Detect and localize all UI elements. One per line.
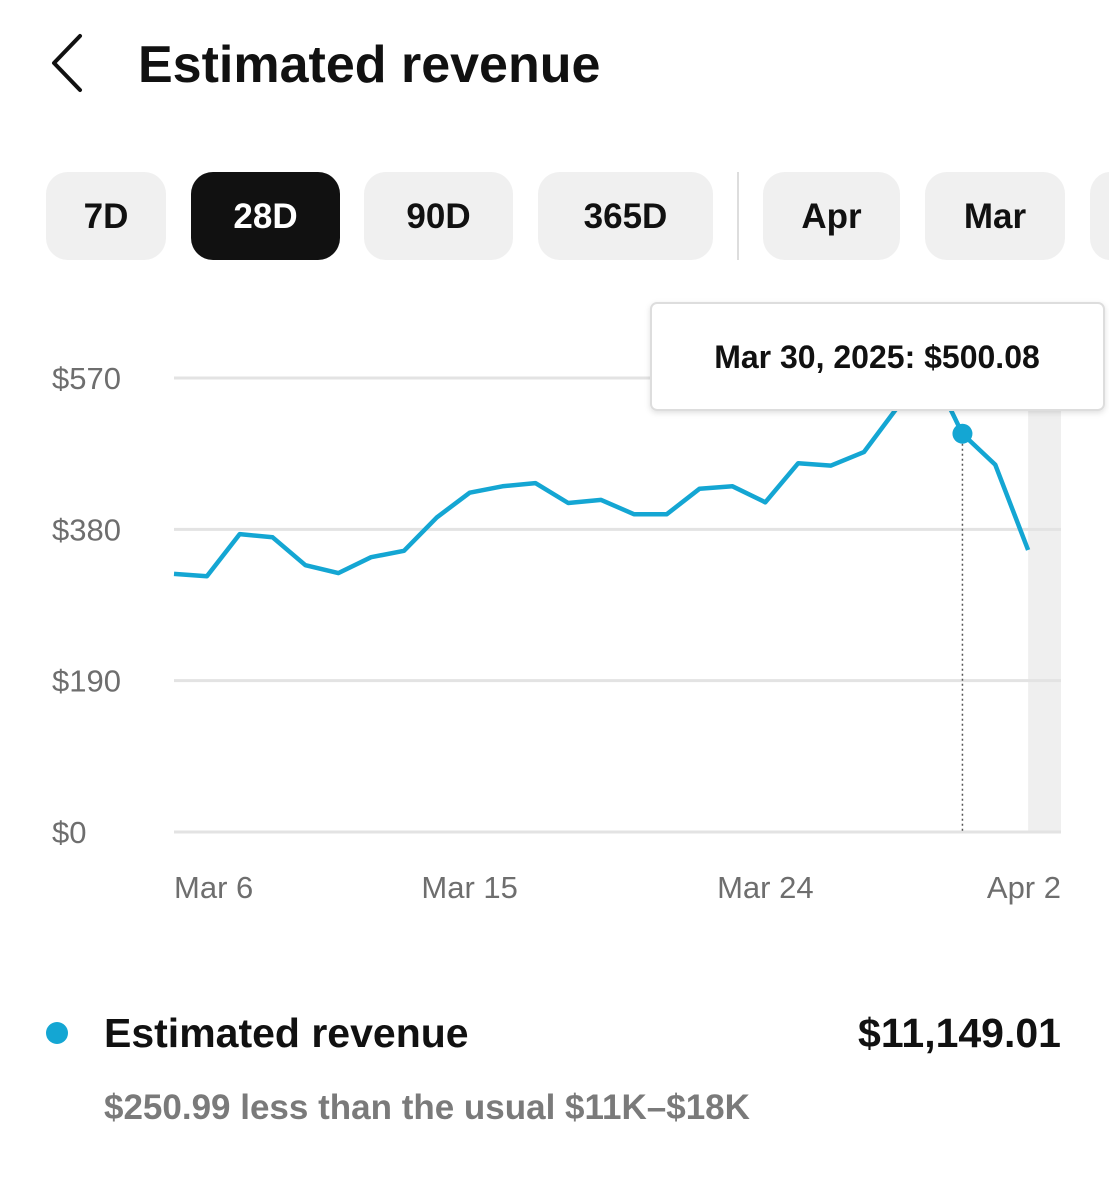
tab-label[interactable]: 365D <box>584 197 668 236</box>
legend-dot <box>46 1022 68 1044</box>
page-title: Estimated revenue <box>138 36 600 94</box>
tab[interactable] <box>191 172 340 260</box>
y-tick-label: $380 <box>52 512 121 547</box>
tab-label[interactable]: Apr <box>801 197 862 236</box>
tooltip-box <box>650 302 1105 411</box>
tab[interactable] <box>1090 172 1109 260</box>
tab-label[interactable]: 90D <box>406 197 470 236</box>
x-tick-label: Mar 15 <box>421 870 517 905</box>
tab-label[interactable]: Mar <box>964 197 1027 236</box>
total-value: $11,149.01 <box>858 1010 1061 1056</box>
x-tick-label: Mar 6 <box>174 870 253 905</box>
back-button[interactable] <box>52 34 82 92</box>
tooltip-text: Mar 30, 2025: $500.08 <box>714 339 1040 375</box>
tab[interactable] <box>763 172 900 260</box>
y-tick-label: $570 <box>52 361 121 396</box>
legend-label: Estimated revenue <box>104 1010 469 1056</box>
y-tick-label: $190 <box>52 664 121 699</box>
tab[interactable] <box>46 172 166 260</box>
y-tick-label: $0 <box>52 815 86 850</box>
tab-label[interactable]: 7D <box>84 197 129 236</box>
tab[interactable] <box>364 172 513 260</box>
selected-point <box>952 423 973 444</box>
incomplete-band <box>1028 400 1061 832</box>
x-tick-label: Mar 24 <box>717 870 813 905</box>
tab-label[interactable]: 28D <box>233 197 297 236</box>
tooltip: Mar 30, 2025: $500.08 <box>650 302 1105 411</box>
summary-note: $250.99 less than the usual $11K–$18K <box>104 1088 750 1127</box>
tab[interactable] <box>538 172 713 260</box>
revenue-line <box>173 363 1031 579</box>
x-tick-label: Apr 2 <box>987 870 1061 905</box>
tab[interactable] <box>925 172 1065 260</box>
